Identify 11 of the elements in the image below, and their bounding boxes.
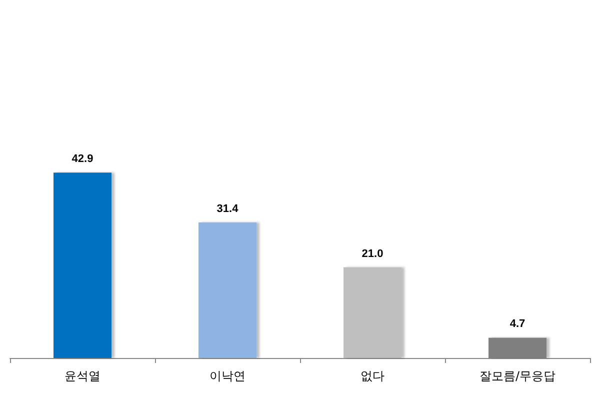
- x-tick-label: 잘모름/무응답: [479, 369, 556, 383]
- data-label: 31.4: [216, 202, 240, 215]
- bar: [54, 172, 112, 358]
- x-tick-label: 없다: [360, 369, 384, 383]
- x-tick-label: 이낙연: [210, 369, 246, 383]
- data-label: 21.0: [362, 248, 384, 260]
- bar: [344, 267, 402, 358]
- data-label: 4.7: [510, 318, 526, 330]
- x-tick-label: 윤석열: [64, 369, 100, 383]
- data-label: 42.9: [72, 153, 94, 166]
- bar: [198, 222, 256, 358]
